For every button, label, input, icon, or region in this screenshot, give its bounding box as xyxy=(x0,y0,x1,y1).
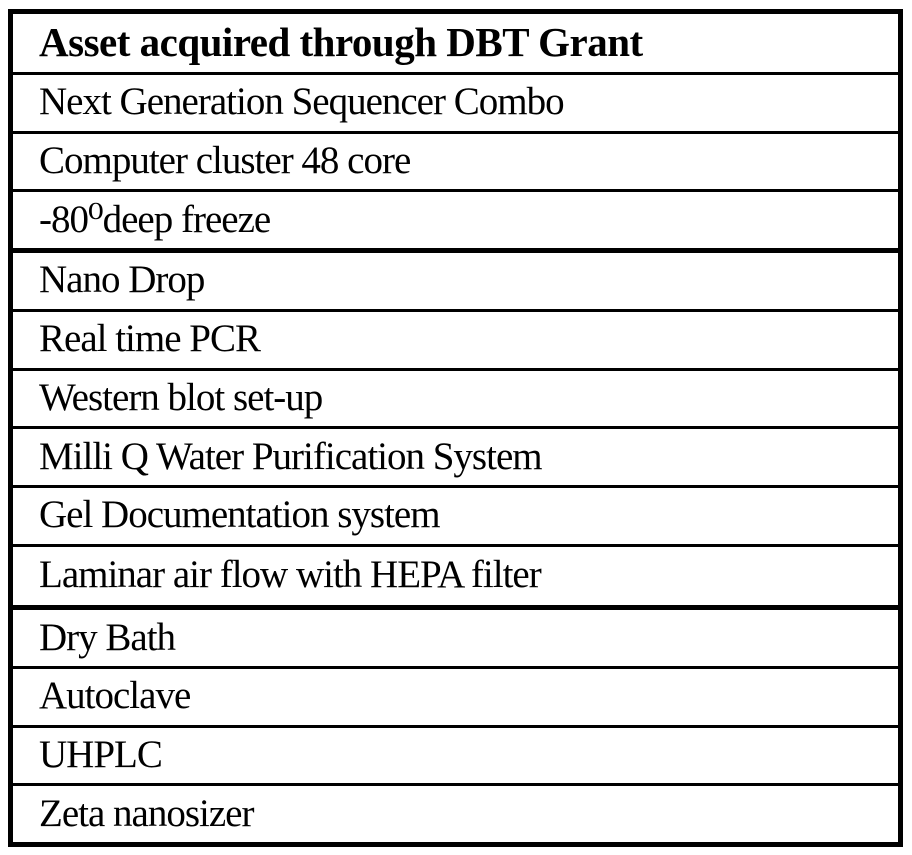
row-label: Autoclave xyxy=(39,674,191,718)
table-row: Real time PCR xyxy=(13,312,898,371)
table-row: Nano Drop xyxy=(13,253,898,312)
row-label: Gel Documentation system xyxy=(39,493,441,537)
row-label: Next Generation Sequencer Combo xyxy=(39,80,565,124)
row-label: -80⁰deep freeze xyxy=(39,197,271,241)
table-row: Gel Documentation system xyxy=(13,488,898,547)
table-row: Next Generation Sequencer Combo xyxy=(13,75,898,134)
table-row: Dry Bath xyxy=(13,610,898,669)
table-header-label: Asset acquired through DBT Grant xyxy=(39,19,643,66)
table-row: Computer cluster 48 core xyxy=(13,134,898,193)
row-label: Dry Bath xyxy=(39,615,176,659)
asset-table: Asset acquired through DBT Grant Next Ge… xyxy=(8,9,903,847)
row-label: Western blot set-up xyxy=(39,375,323,419)
table-row: Milli Q Water Purification System xyxy=(13,429,898,488)
row-label: Milli Q Water Purification System xyxy=(39,434,543,478)
table-header: Asset acquired through DBT Grant xyxy=(13,14,898,75)
row-label: Nano Drop xyxy=(39,258,205,302)
table-row: -80⁰deep freeze xyxy=(13,192,898,254)
table-row: Western blot set-up xyxy=(13,371,898,430)
row-label: Real time PCR xyxy=(39,317,261,361)
row-label: Computer cluster 48 core xyxy=(39,139,411,183)
table-row: Laminar air flow with HEPA filter xyxy=(13,547,898,611)
row-label: Laminar air flow with HEPA filter xyxy=(39,553,542,597)
table-row: UHPLC xyxy=(13,728,898,787)
row-label: Zeta nanosizer xyxy=(39,791,254,835)
table-row: Autoclave xyxy=(13,669,898,728)
row-label: UHPLC xyxy=(39,733,163,777)
table-row: Zeta nanosizer xyxy=(13,786,898,842)
